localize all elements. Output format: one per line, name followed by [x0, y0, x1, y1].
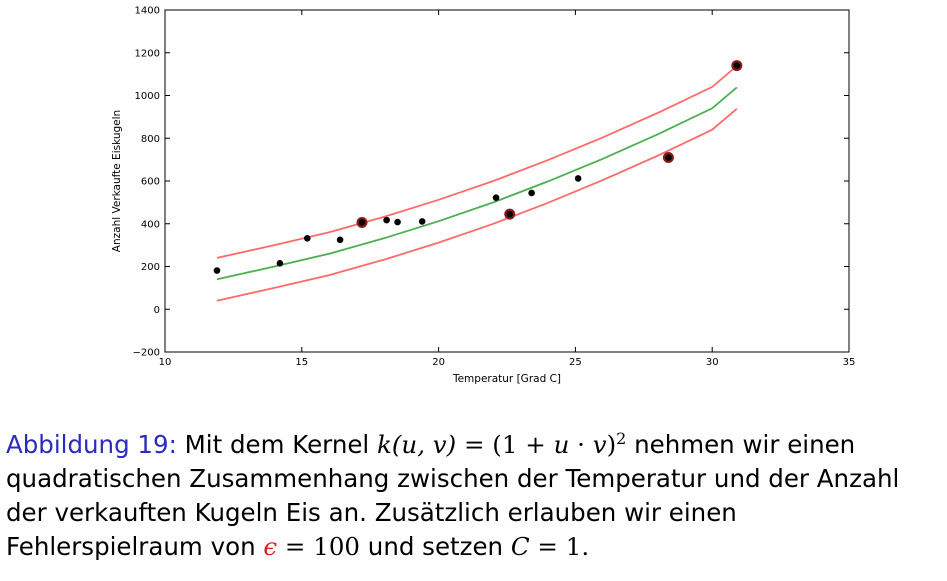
x-tick-label: 20 — [432, 357, 445, 368]
data-point — [492, 194, 500, 201]
margin-lower-line — [216, 108, 738, 302]
epsilon-symbol: ϵ — [263, 532, 278, 561]
regression-line — [216, 86, 738, 281]
kernel-lhs: k(u, v) — [377, 430, 457, 459]
chart: 10 15 20 25 30 35 −200 0 200 400 600 800 1000 1200 140… — [111, 6, 855, 386]
x-tick-label: 25 — [569, 357, 582, 368]
y-tick-label: 400 — [141, 219, 160, 230]
plot-area: 10 15 20 25 30 35 −200 0 200 400 600 800 1000 1200 140… — [111, 6, 855, 386]
kernel-eq: = (1 + — [456, 430, 554, 459]
kernel-v: v — [592, 430, 607, 459]
figure-caption: Abbildung 19: Mit dem Kernel k(u, v) = (… — [6, 428, 946, 564]
caption-text-1-tail: nehmen wir einen — [626, 430, 856, 459]
x-axis-label: Temperatur [Grad C] — [452, 373, 561, 385]
caption-line-2: quadratischen Zusammenhang zwischen der … — [6, 464, 900, 493]
data-point — [303, 234, 311, 242]
data-point — [418, 218, 426, 225]
c-value: = 1. — [529, 532, 590, 561]
x-tick-label: 30 — [706, 357, 719, 368]
y-tick-label: 1200 — [135, 48, 160, 59]
data-point — [383, 216, 390, 224]
margin-upper-line — [216, 65, 738, 259]
y-tick-label: 0 — [154, 305, 160, 316]
data-point — [336, 236, 344, 244]
caption-text-4: Fehlerspielraum von — [6, 532, 264, 561]
data-point — [358, 219, 366, 226]
x-tick-label: 15 — [295, 357, 308, 368]
y-tick-label: 600 — [141, 177, 160, 188]
epsilon-value: = 100 — [277, 532, 360, 561]
y-tick-label: 1000 — [135, 91, 160, 102]
caption-text-4-mid: und setzen — [360, 532, 511, 561]
data-point — [276, 259, 284, 267]
x-tick-label: 10 — [159, 357, 172, 368]
data-point — [394, 218, 401, 226]
data-point — [574, 175, 582, 182]
caption-line-3: der verkauften Kugeln Eis an. Zusätzlich… — [6, 498, 737, 527]
y-tick-label: 200 — [141, 262, 160, 273]
y-axis-label: Anzahl Verkaufte Eiskugeln — [111, 110, 123, 252]
kernel-exponent: 2 — [616, 428, 627, 448]
x-tick-label: 35 — [843, 357, 856, 368]
data-point — [213, 267, 221, 274]
kernel-close: ) — [606, 430, 617, 459]
data-point — [506, 210, 514, 218]
data-point — [733, 62, 741, 69]
kernel-u: u — [553, 430, 570, 459]
c-symbol: C — [510, 532, 530, 561]
caption-line-4: Fehlerspielraum von ϵ = 100 und setzen C… — [6, 530, 946, 564]
caption-text-1: Mit dem Kernel — [176, 430, 378, 459]
y-tick-label: 1400 — [135, 6, 160, 17]
data-point — [665, 154, 672, 161]
data-point — [528, 189, 535, 197]
y-tick-label: 800 — [141, 134, 160, 145]
caption-label: Abbildung 19: — [6, 430, 177, 459]
caption-line-1: Abbildung 19: Mit dem Kernel k(u, v) = (… — [6, 428, 946, 462]
y-tick-label: −200 — [133, 348, 160, 359]
plot-frame — [164, 9, 850, 353]
kernel-dot: · — [569, 430, 593, 459]
